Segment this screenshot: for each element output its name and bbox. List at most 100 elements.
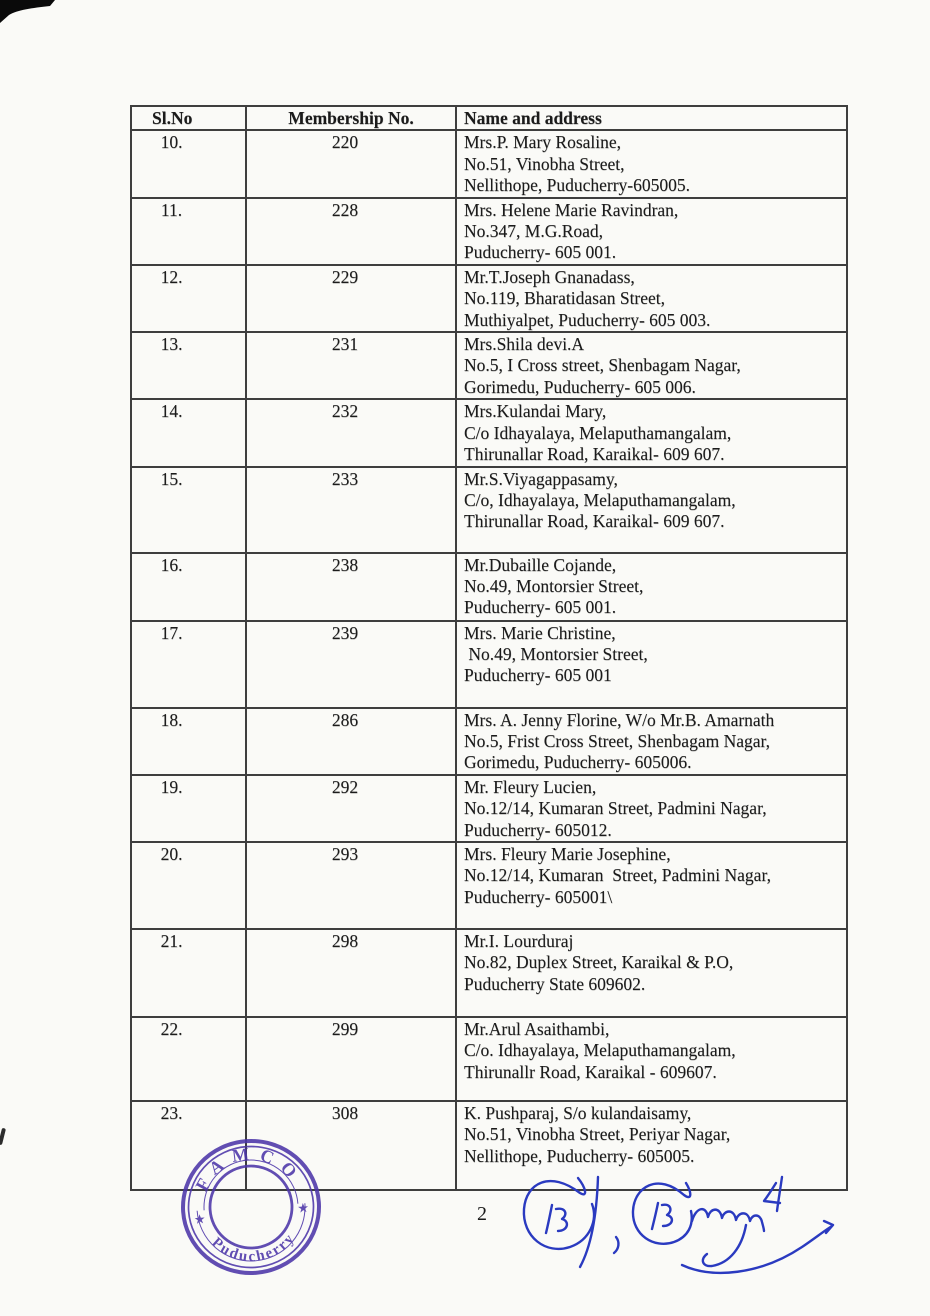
membership-table: Sl.No Membership No. Name and address 10…	[130, 104, 848, 1191]
address-line: Mrs. Fleury Marie Josephine,	[464, 843, 671, 864]
header-name-address: Name and address	[455, 104, 848, 132]
scan-artifact-icon	[0, 0, 55, 23]
address-line: Mrs.Kulandai Mary,	[464, 401, 607, 422]
address-line: Thirunallar Road, Karaikal- 609 607.	[464, 511, 725, 532]
address-line: No.51, Vinobha Street, Periyar Nagar,	[464, 1124, 731, 1145]
address-cell: Mrs. Marie Christine, No.49, Montorsier …	[455, 619, 848, 709]
address-line: Puducherry- 605 001.	[464, 242, 617, 263]
address-line: Mrs.Shila devi.A	[464, 334, 585, 355]
address-line: C/o, Idhayalaya, Melaputhamangalam,	[464, 489, 736, 510]
stamp-star-right-icon: ★	[297, 1200, 310, 1216]
table-row: 13. 231 Mrs.Shila devi.A No.5, I Cross s…	[130, 331, 848, 401]
table-row: 20. 293 Mrs. Fleury Marie Josephine, No.…	[130, 840, 848, 930]
signature-marks	[522, 1175, 835, 1274]
table-row: 16. 238 Mr.Dubaille Cojande, No.49, Mont…	[130, 551, 848, 622]
address-cell: Mr.T.Joseph Gnanadass, No.119, Bharatida…	[455, 263, 848, 334]
membership-cell: 238	[245, 551, 457, 622]
address-line: Gorimedu, Puducherry- 605006.	[464, 752, 692, 773]
signature-2	[631, 1181, 693, 1245]
table-row: 17. 239 Mrs. Marie Christine, No.49, Mon…	[130, 619, 848, 709]
membership-cell: 298	[245, 927, 457, 1018]
address-line: Nellithope, Puducherry- 605005.	[464, 1145, 695, 1166]
header-membership: Membership No.	[245, 104, 457, 132]
address-line: Mrs. A. Jenny Florine, W/o Mr.B. Amarnat…	[464, 709, 775, 730]
table-row: 12. 229 Mr.T.Joseph Gnanadass, No.119, B…	[130, 263, 848, 334]
slno-cell: 12.	[130, 263, 247, 334]
address-line: Mr. Fleury Lucien,	[464, 776, 597, 797]
address-line: Mrs. Marie Christine,	[464, 622, 616, 643]
address-line: Mr.Arul Asaithambi,	[464, 1018, 610, 1039]
address-line: Mr.Dubaille Cojande,	[464, 554, 617, 575]
address-cell: K. Pushparaj, S/o kulandaisamy, No.51, V…	[455, 1099, 848, 1191]
membership-cell: 239	[245, 619, 457, 709]
membership-cell: 233	[245, 465, 457, 554]
signature-1	[522, 1176, 596, 1251]
address-line: No.51, Vinobha Street,	[464, 153, 625, 174]
table-row: 14. 232 Mrs.Kulandai Mary, C/o Idhayalay…	[130, 398, 848, 468]
address-line: Puducherry- 605012.	[464, 819, 612, 840]
slno-cell: 20.	[130, 840, 247, 930]
table-row: 21. 298 Mr.I. Lourduraj No.82, Duplex St…	[130, 927, 848, 1018]
address-line: K. Pushparaj, S/o kulandaisamy,	[464, 1102, 692, 1123]
table-row: 11. 228 Mrs. Helene Marie Ravindran, No.…	[130, 196, 848, 266]
slno-cell: 14.	[130, 398, 247, 468]
address-line: No.5, I Cross street, Shenbagam Nagar,	[464, 355, 741, 376]
header-slno: Sl.No	[130, 104, 247, 132]
address-cell: Mrs. Helene Marie Ravindran, No.347, M.G…	[455, 196, 848, 266]
slno-cell: 13.	[130, 331, 247, 401]
membership-cell: 228	[245, 196, 457, 266]
membership-cell: 292	[245, 773, 457, 843]
slno-cell: 11.	[130, 196, 247, 266]
membership-cell: 231	[245, 331, 457, 401]
slno-cell: 22.	[130, 1015, 247, 1102]
address-cell: Mr.I. Lourduraj No.82, Duplex Street, Ka…	[455, 927, 848, 1018]
address-cell: Mrs.P. Mary Rosaline, No.51, Vinobha Str…	[455, 129, 848, 199]
address-line: No.12/14, Kumaran Street, Padmini Nagar,	[464, 798, 767, 819]
membership-cell: 232	[245, 398, 457, 468]
slno-cell: 16.	[130, 551, 247, 622]
address-line: No.12/14, Kumaran Street, Padmini Nagar,	[464, 865, 771, 886]
address-line: C/o Idhayalaya, Melaputhamangalam,	[464, 422, 732, 443]
address-cell: Mr. Fleury Lucien, No.12/14, Kumaran Str…	[455, 773, 848, 843]
slno-cell: 17.	[130, 619, 247, 709]
address-line: Mr.S.Viyagappasamy,	[464, 468, 618, 489]
slno-cell: 18.	[130, 706, 247, 776]
table-row: 22. 299 Mr.Arul Asaithambi, C/o. Idhayal…	[130, 1015, 848, 1102]
address-line: Thirunallr Road, Karaikal - 609607.	[464, 1061, 717, 1082]
address-line: Puducherry State 609602.	[464, 973, 646, 994]
address-line: C/o. Idhayalaya, Melaputhamangalam,	[464, 1040, 736, 1061]
table-row: 23. 308 K. Pushparaj, S/o kulandaisamy, …	[130, 1099, 848, 1191]
page-number: 2	[477, 1203, 487, 1225]
address-line: Mr.T.Joseph Gnanadass,	[464, 266, 635, 287]
address-line: Mrs.P. Mary Rosaline,	[464, 132, 622, 153]
membership-cell: 293	[245, 840, 457, 930]
address-line: Muthiyalpet, Puducherry- 605 003.	[464, 309, 711, 330]
membership-cell: 286	[245, 706, 457, 776]
address-line: Thirunallar Road, Karaikal- 609 607.	[464, 444, 725, 465]
address-line: Mrs. Helene Marie Ravindran,	[464, 199, 679, 220]
stamp-star-left-icon: ★	[193, 1211, 206, 1227]
membership-cell: 299	[245, 1015, 457, 1102]
address-line: Gorimedu, Puducherry- 605 006.	[464, 376, 696, 397]
address-cell: Mrs. Fleury Marie Josephine, No.12/14, K…	[455, 840, 848, 930]
table-row: 18. 286 Mrs. A. Jenny Florine, W/o Mr.B.…	[130, 706, 848, 776]
address-line: No.119, Bharatidasan Street,	[464, 288, 666, 309]
slno-cell: 15.	[130, 465, 247, 554]
address-cell: Mrs.Shila devi.A No.5, I Cross street, S…	[455, 331, 848, 401]
address-line: Puducherry- 605 001	[464, 665, 612, 686]
address-line: No.49, Montorsier Street,	[464, 575, 644, 596]
address-cell: Mrs.Kulandai Mary, C/o Idhayalaya, Melap…	[455, 398, 848, 468]
address-cell: Mr.Dubaille Cojande, No.49, Montorsier S…	[455, 551, 848, 622]
address-line: Puducherry- 605001\	[464, 886, 613, 907]
address-line: No.5, Frist Cross Street, Shenbagam Naga…	[464, 730, 770, 751]
famco-rubber-stamp: FAMCO Puducherry ★ ★	[181, 1138, 321, 1276]
slno-cell: 10.	[130, 129, 247, 199]
address-line: Puducherry- 605 001.	[464, 597, 617, 618]
address-line: No.347, M.G.Road,	[464, 221, 604, 242]
table-row: 10. 220 Mrs.P. Mary Rosaline, No.51, Vin…	[130, 129, 848, 199]
scan-artifact-dash	[0, 1127, 6, 1146]
address-line: Nellithope, Puducherry-605005.	[464, 175, 690, 196]
address-cell: Mr.S.Viyagappasamy, C/o, Idhayalaya, Mel…	[455, 465, 848, 554]
table-header-row: Sl.No Membership No. Name and address	[130, 104, 848, 132]
